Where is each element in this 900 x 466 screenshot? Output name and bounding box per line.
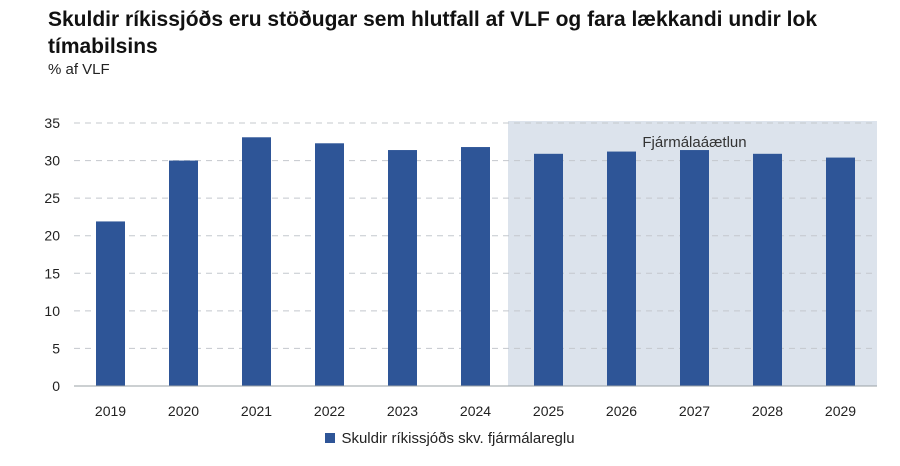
bar-2022 <box>315 143 344 386</box>
y-tick-label: 30 <box>44 153 60 169</box>
bar-2020 <box>169 160 198 386</box>
x-tick-label: 2025 <box>533 403 564 419</box>
y-tick-label: 15 <box>44 265 60 281</box>
legend: Skuldir ríkissjóðs skv. fjármálareglu <box>0 430 900 447</box>
chart-title: Skuldir ríkissjóðs eru stöðugar sem hlut… <box>48 8 817 58</box>
bar-2027 <box>680 150 709 386</box>
bar-2028 <box>753 153 782 386</box>
x-tick-label: 2021 <box>241 403 272 419</box>
y-tick-label: 20 <box>44 228 60 244</box>
x-tick-label: 2023 <box>387 403 418 419</box>
x-tick-label: 2022 <box>314 403 345 419</box>
x-tick-label: 2027 <box>679 403 710 419</box>
x-tick-label: 2026 <box>606 403 637 419</box>
x-tick-label: 2029 <box>825 403 856 419</box>
x-tick-label: 2024 <box>460 403 491 419</box>
x-tick-label: 2028 <box>752 403 783 419</box>
y-tick-label: 25 <box>44 190 60 206</box>
y-tick-label: 5 <box>52 340 60 356</box>
bar-2023 <box>388 150 417 386</box>
bar-2026 <box>607 151 636 386</box>
y-tick-label: 10 <box>44 303 60 319</box>
y-tick-label: 0 <box>52 378 60 394</box>
chart-subtitle: % af VLF <box>48 61 110 78</box>
bar-2025 <box>534 153 563 386</box>
x-tick-label: 2020 <box>168 403 199 419</box>
bar-2019 <box>96 221 125 386</box>
forecast-annotation: Fjármálaáætlun <box>642 134 746 151</box>
bar-2029 <box>826 157 855 386</box>
x-tick-label: 2019 <box>95 403 126 419</box>
legend-swatch <box>325 433 336 443</box>
bar-2021 <box>242 137 271 386</box>
legend-label: Skuldir ríkissjóðs skv. fjármálareglu <box>341 430 575 447</box>
y-tick-label: 35 <box>44 115 60 131</box>
bar-2024 <box>461 147 490 386</box>
